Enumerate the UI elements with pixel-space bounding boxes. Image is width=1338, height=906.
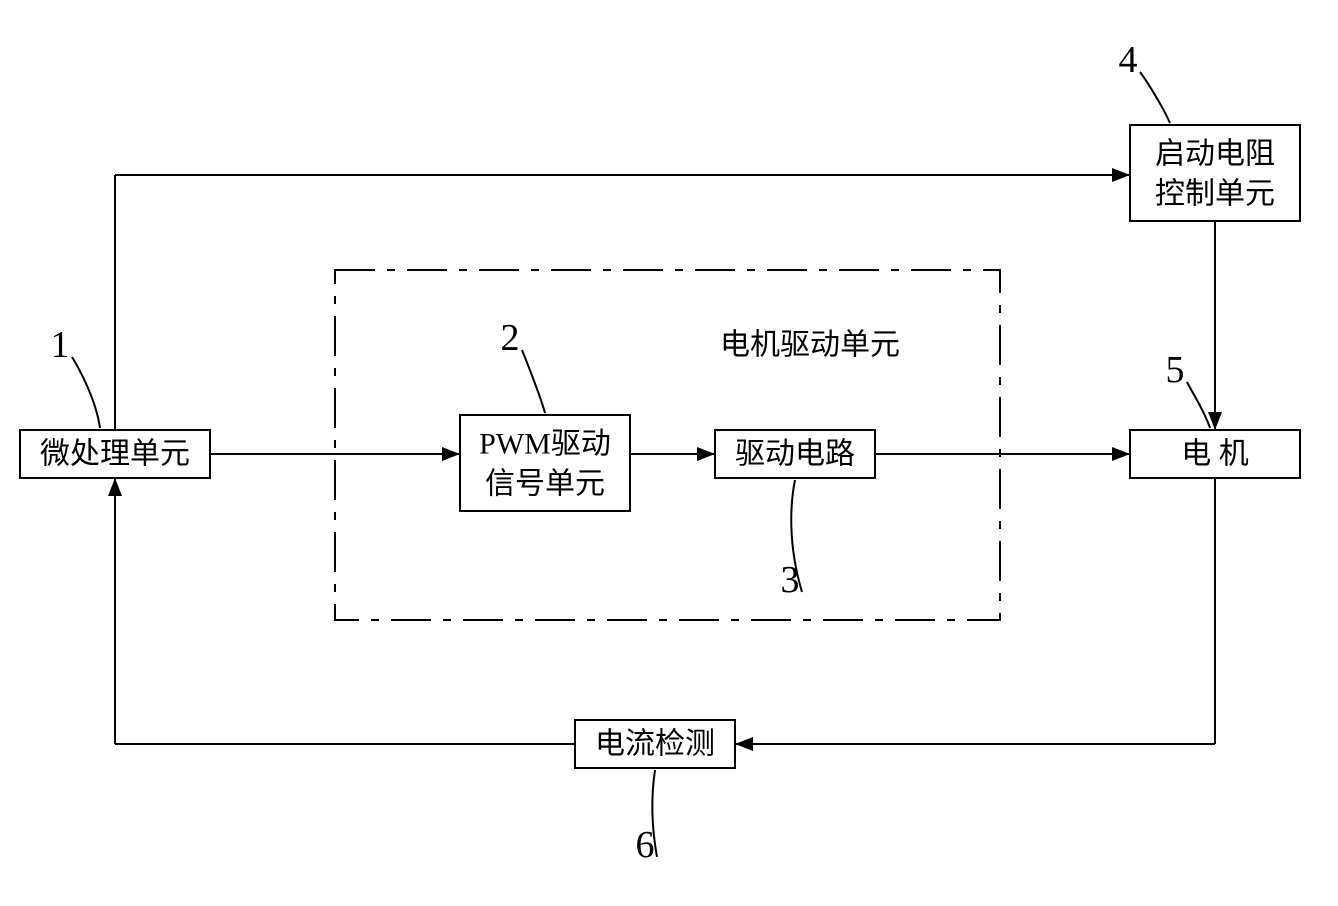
leader-4: 4 — [1119, 39, 1171, 123]
microprocessor-unit: 微处理单元 — [20, 430, 210, 478]
drive-circuit: 驱动电路 — [715, 430, 875, 478]
leader-number-2: 2 — [501, 317, 520, 359]
motor-label: 电 机 — [1181, 438, 1249, 471]
current-detection-label: 电流检测 — [595, 728, 715, 761]
nodes-layer: 微处理单元 PWM驱动信号单元 驱动电路 启动电阻控制单元电 机电流检测 — [20, 125, 1300, 768]
start-resistor-control-unit-label-2: 控制单元 — [1155, 178, 1275, 211]
leader-5: 5 — [1166, 349, 1211, 428]
pwm-drive-signal-unit: PWM驱动信号单元 — [460, 415, 630, 511]
leader-6: 6 — [636, 770, 658, 866]
edges-layer — [108, 168, 1222, 751]
dashed-group: 电机驱动单元 — [335, 270, 1000, 620]
current-detection: 电流检测 — [575, 720, 735, 768]
pwm-drive-signal-unit-label-2: 信号单元 — [485, 468, 605, 501]
leader-number-3: 3 — [781, 559, 800, 601]
start-resistor-control-unit-label-1: 启动电阻 — [1155, 137, 1275, 170]
motor-drive-unit-title: 电机驱动单元 — [720, 329, 900, 362]
leader-1: 1 — [51, 324, 101, 428]
leader-number-1: 1 — [51, 324, 70, 366]
motor-drive-unit-group — [335, 270, 1000, 620]
pwm-drive-signal-unit-label-1: PWM驱动 — [479, 427, 611, 460]
microprocessor-unit-label: 微处理单元 — [40, 438, 190, 471]
leader-number-6: 6 — [636, 824, 655, 866]
leader-number-5: 5 — [1166, 349, 1185, 391]
leader-number-4: 4 — [1119, 39, 1138, 81]
leader-2: 2 — [501, 317, 546, 413]
motor: 电 机 — [1130, 430, 1300, 478]
drive-circuit-label: 驱动电路 — [735, 438, 855, 471]
leader-3: 3 — [781, 480, 803, 601]
start-resistor-control-unit: 启动电阻控制单元 — [1130, 125, 1300, 221]
